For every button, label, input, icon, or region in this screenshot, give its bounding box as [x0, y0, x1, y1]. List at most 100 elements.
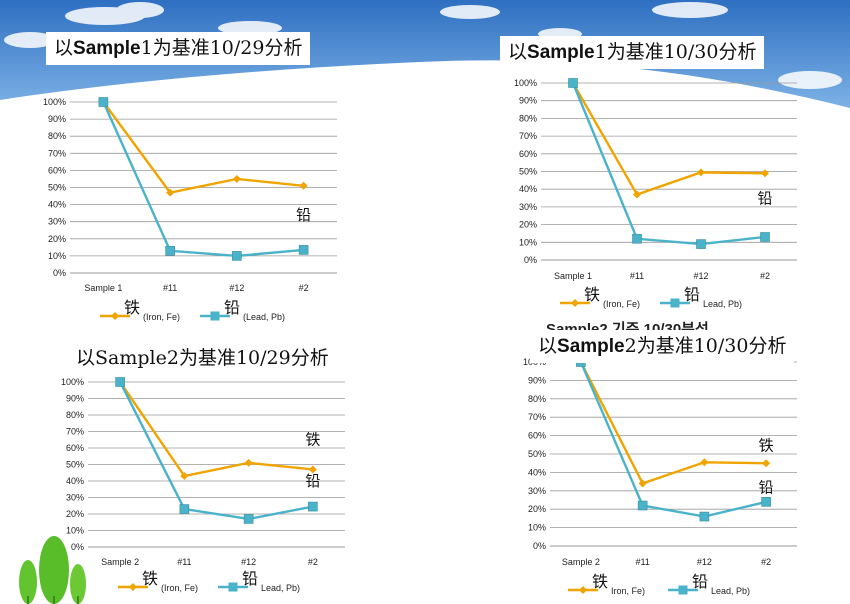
tree-icon	[19, 536, 86, 604]
lead-data-point	[298, 245, 309, 255]
y-tick-label: 90%	[48, 114, 66, 124]
y-tick-label: 50%	[66, 460, 84, 470]
chart-title-sample2-1030: 以Sample2为基准10/30分析	[530, 330, 795, 363]
iron-data-point	[180, 472, 189, 481]
y-tick-label: 20%	[519, 220, 537, 230]
y-tick-label: 0%	[53, 268, 66, 278]
iron-data-point	[244, 458, 253, 467]
legend-marker	[670, 298, 680, 308]
y-tick-label: 20%	[66, 509, 84, 519]
y-tick-label: 70%	[66, 427, 84, 437]
y-tick-label: 40%	[519, 184, 537, 194]
legend-name: 铅	[224, 298, 240, 317]
y-tick-label: 60%	[66, 443, 84, 453]
legend-label: (Iron, Fe)	[143, 312, 180, 322]
legend-marker	[678, 585, 688, 595]
legend-label: Iron, Fe)	[611, 586, 645, 596]
legend-marker	[111, 312, 119, 320]
legend-name: 铁	[584, 285, 600, 304]
y-tick-label: 100%	[43, 97, 66, 107]
series-annotation: 铁	[305, 431, 320, 449]
y-tick-label: 0%	[533, 541, 546, 551]
y-tick-label: 40%	[528, 467, 546, 477]
legend-name: 铅	[692, 572, 708, 591]
legend-label: Lead, Pb)	[711, 586, 750, 596]
lead-series-line	[579, 361, 767, 518]
y-tick-label: 20%	[48, 234, 66, 244]
iron-data-point	[308, 465, 317, 474]
chart-title-sample1-1029: 以Sample1为基准10/29分析	[46, 32, 311, 65]
y-tick-label: 50%	[519, 167, 537, 177]
lead-series-line	[119, 381, 314, 521]
lead-data-point	[637, 500, 648, 511]
lead-data-point	[568, 78, 578, 88]
y-tick-label: 40%	[66, 476, 84, 486]
legend-marker	[228, 582, 238, 592]
lead-data-point	[179, 504, 190, 514]
legend-marker	[571, 299, 579, 307]
series-annotation: 铅	[759, 479, 774, 497]
y-tick-label: 0%	[71, 542, 84, 552]
x-tick-label: #11	[635, 557, 649, 567]
y-tick-label: 80%	[66, 410, 84, 420]
x-tick-label: #2	[299, 283, 309, 293]
y-tick-label: 80%	[519, 113, 537, 123]
y-tick-label: 30%	[528, 486, 546, 496]
y-tick-label: 80%	[48, 131, 66, 141]
y-tick-label: 50%	[528, 449, 546, 459]
y-tick-label: 30%	[48, 217, 66, 227]
iron-data-point	[166, 188, 175, 197]
lead-series-line	[571, 82, 766, 246]
y-tick-label: 70%	[48, 148, 66, 158]
x-tick-label: #2	[760, 271, 770, 281]
legend-name: 铁	[124, 298, 140, 317]
series-annotation: 铅	[305, 472, 320, 490]
x-tick-label: Sample 1	[84, 283, 122, 293]
y-tick-label: 10%	[66, 526, 84, 536]
x-tick-label: #12	[229, 283, 244, 293]
x-tick-label: #12	[241, 557, 256, 567]
lead-data-point	[696, 239, 706, 249]
y-tick-label: 60%	[528, 431, 546, 441]
lead-data-point	[232, 251, 242, 261]
lead-data-point	[632, 233, 642, 244]
iron-data-point	[232, 174, 241, 183]
series-annotation: 铅	[757, 189, 772, 207]
legend-name: 铅	[684, 285, 700, 304]
lead-data-point	[243, 514, 254, 524]
y-tick-label: 40%	[48, 200, 66, 210]
lead-data-point	[165, 245, 175, 256]
series-annotation: 铁	[759, 436, 774, 454]
iron-data-point	[761, 169, 769, 178]
lead-data-point	[98, 97, 109, 107]
y-tick-label: 70%	[528, 412, 546, 422]
y-tick-label: 30%	[66, 493, 84, 503]
lead-data-point	[699, 511, 710, 522]
iron-data-point	[638, 479, 647, 488]
legend-label: (Iron, Fe)	[161, 583, 198, 593]
y-tick-label: 50%	[48, 183, 66, 193]
iron-data-point	[700, 458, 709, 467]
lead-data-point	[761, 497, 771, 507]
x-tick-label: #11	[163, 283, 177, 293]
iron-series-line	[102, 101, 304, 194]
y-tick-label: 60%	[519, 149, 537, 159]
x-tick-label: Sample 2	[562, 557, 600, 567]
chart-title-sample1-1030: 以Sample1为基准10/30分析	[500, 36, 765, 69]
y-tick-label: 100%	[61, 377, 84, 387]
x-tick-label: Sample 2	[101, 557, 139, 567]
y-tick-label: 10%	[528, 523, 546, 533]
y-tick-label: 100%	[514, 78, 537, 88]
y-tick-label: 30%	[519, 202, 537, 212]
iron-series-line	[579, 361, 767, 485]
sky-banner	[0, 0, 850, 108]
legend-name: 铅	[242, 569, 258, 588]
legend-name: 铁	[592, 572, 608, 591]
x-tick-label: #12	[693, 271, 708, 281]
legend-label: Lead, Pb)	[261, 583, 300, 593]
y-tick-label: 90%	[528, 375, 546, 385]
y-tick-label: 80%	[528, 394, 546, 404]
